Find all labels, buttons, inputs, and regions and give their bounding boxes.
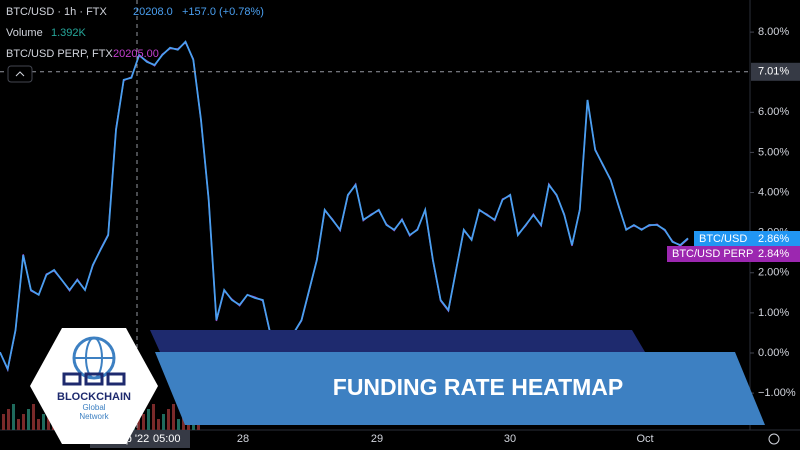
logo-line1: BLOCKCHAIN bbox=[57, 391, 131, 403]
volume-bar bbox=[17, 419, 20, 430]
symbol: BTC/USD · 1h · FTX bbox=[6, 6, 108, 18]
volume-bar bbox=[152, 404, 155, 430]
last-value-tag: BTC/USD PERP 2.84% bbox=[667, 246, 800, 262]
volume-bar bbox=[157, 419, 160, 430]
compare-price: 20205.00 bbox=[113, 48, 159, 60]
compare-label: BTC/USD PERP, FTX bbox=[6, 48, 113, 60]
banner-band bbox=[155, 352, 765, 425]
x-tick-label: Oct bbox=[636, 433, 653, 445]
volume-bar bbox=[162, 414, 165, 430]
price-change: +157.0 (+0.78%) bbox=[182, 6, 264, 18]
volume-value: 1.392K bbox=[51, 27, 87, 39]
crosshair-time-label: 05:00 bbox=[153, 433, 181, 445]
volume-bar bbox=[172, 404, 175, 430]
volume-bar bbox=[22, 414, 25, 430]
y-tick-label: 5.00% bbox=[758, 146, 789, 158]
volume-label: Volume bbox=[6, 27, 43, 39]
logo-hexagon bbox=[30, 328, 158, 444]
volume-bar bbox=[32, 404, 35, 430]
header: BTC/USD · 1h · FTX 20208.0 +157.0 (+0.78… bbox=[6, 6, 264, 83]
last-value-bg bbox=[667, 246, 800, 262]
last-value-tag: BTC/USD 2.86% bbox=[694, 231, 800, 247]
last-value-label: 2.86% bbox=[758, 233, 789, 245]
logo-line2: Global bbox=[82, 403, 105, 412]
volume-bar bbox=[42, 414, 45, 430]
crosshair-y-label-bg bbox=[751, 62, 800, 81]
volume-bar bbox=[2, 414, 5, 430]
price: 20208.0 bbox=[133, 6, 173, 18]
series-line bbox=[0, 40, 689, 372]
volume-bar bbox=[182, 414, 185, 430]
volume-bar bbox=[167, 409, 170, 430]
y-tick-label: 6.00% bbox=[758, 106, 789, 118]
last-value-label: 2.84% bbox=[758, 248, 789, 260]
series-name: BTC/USD PERP bbox=[672, 248, 753, 260]
volume-bar bbox=[177, 419, 180, 430]
banner: FUNDING RATE HEATMAP BLOCKCHAIN Global N… bbox=[30, 328, 765, 444]
crosshair-y-label: 7.01% bbox=[758, 66, 789, 78]
y-tick-label: −1.00% bbox=[758, 387, 796, 399]
banner-title: FUNDING RATE HEATMAP bbox=[333, 374, 623, 400]
y-tick-label: 1.00% bbox=[758, 307, 789, 319]
series-name: BTC/USD bbox=[699, 233, 747, 245]
volume-bar bbox=[27, 409, 30, 430]
settings-icon[interactable] bbox=[768, 433, 780, 445]
banner-stripe bbox=[150, 330, 645, 352]
logo-chain bbox=[62, 372, 126, 386]
volume-bar bbox=[147, 409, 150, 430]
volume-bar bbox=[12, 404, 15, 430]
volume-bar bbox=[137, 419, 140, 430]
volume-bar bbox=[7, 409, 10, 430]
x-tick-label: 29 bbox=[371, 433, 383, 445]
last-value-bg bbox=[694, 231, 800, 247]
collapse-button[interactable] bbox=[7, 65, 33, 83]
x-tick-label: 30 bbox=[504, 433, 516, 445]
volume-bar bbox=[142, 414, 145, 430]
y-tick-label: 0.00% bbox=[758, 347, 789, 359]
logo-line3: Network bbox=[79, 412, 109, 421]
volume-bar bbox=[37, 419, 40, 430]
collapse-icon bbox=[15, 71, 25, 77]
y-tick-label: 2.00% bbox=[758, 267, 789, 279]
y-tick-label: 4.00% bbox=[758, 186, 789, 198]
x-tick-label: 28 bbox=[237, 433, 249, 445]
y-tick-label: 8.00% bbox=[758, 26, 789, 38]
axes: 8.00%6.00%5.00%4.00%3.00%2.00%1.00%0.00%… bbox=[90, 26, 800, 448]
